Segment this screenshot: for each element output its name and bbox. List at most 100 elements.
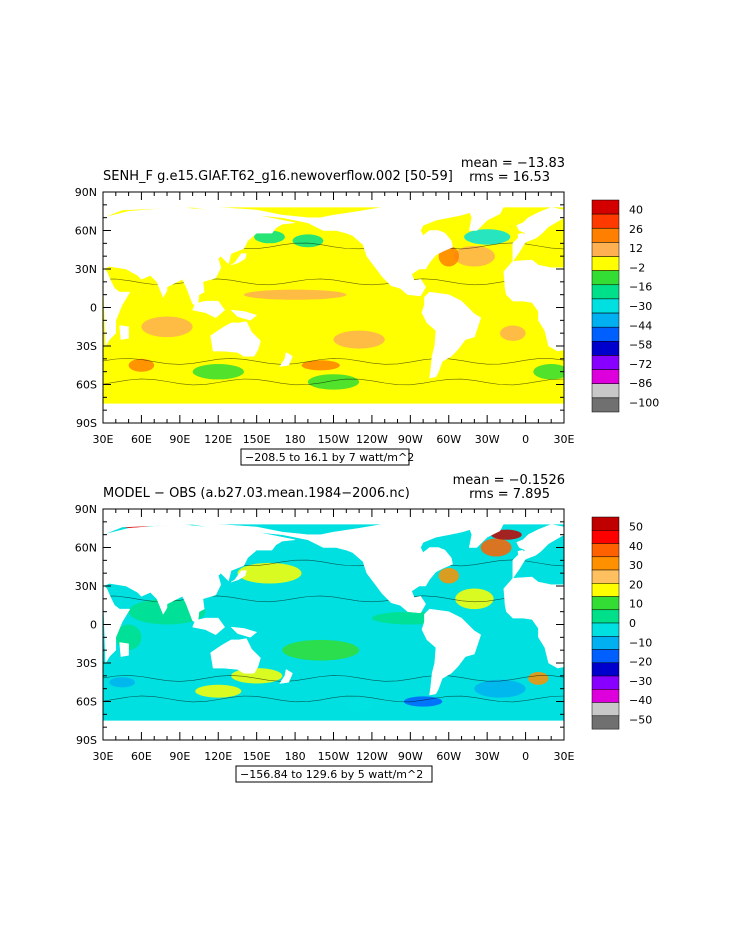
rms-stat: rms = 16.53	[469, 170, 550, 185]
ocean-field-top	[103, 207, 564, 404]
colorbar-swatch-bottom-10	[591, 649, 620, 664]
colorbar-swatch-top-6	[591, 284, 620, 300]
land-mass-bottom-1	[102, 517, 489, 614]
colorbar-swatch-bottom-9	[591, 636, 620, 650]
colorbar-label: 40	[629, 204, 643, 217]
land-mass-top-2	[102, 267, 131, 347]
anomaly-patch-top-16	[128, 358, 155, 372]
colorbar-label: 30	[629, 559, 643, 572]
colorbar-swatch-bottom-15	[591, 715, 620, 730]
anomaly-patch-top-8	[464, 229, 511, 245]
colorbar-swatch-top-5	[591, 270, 620, 286]
colorbar-swatch-top-8	[591, 312, 620, 328]
anomaly-patch-bottom-8	[403, 696, 443, 707]
x-tick-label: 30E	[554, 750, 575, 763]
range-note-box-bottom	[235, 765, 433, 783]
land-mass-top-13	[119, 325, 129, 340]
colorbar-label: −100	[629, 396, 659, 409]
x-tick-label: 150E	[243, 750, 271, 763]
colorbar-swatch-bottom-7	[591, 609, 620, 624]
y-tick-label: 90S	[76, 734, 97, 747]
colorbar-swatch-top-4	[591, 256, 620, 271]
land-mass-bottom-3	[102, 524, 296, 624]
colorbar-swatch-top-3	[591, 242, 620, 257]
colorbar-swatch-bottom-1	[591, 530, 620, 544]
colorbar-swatch-top-0	[591, 199, 620, 215]
colorbar-swatch-bottom-0	[591, 516, 620, 531]
colorbar-swatch-top-7	[591, 298, 620, 314]
ocean-field-bottom	[103, 524, 564, 721]
colorbar-label: −72	[629, 358, 652, 371]
anomaly-patch-bottom-0	[480, 538, 512, 557]
colorbar-swatch-bottom-5	[591, 583, 620, 597]
anomaly-patch-bottom-12	[128, 598, 206, 625]
y-tick-label: 30S	[76, 657, 97, 670]
land-mass-bottom-10	[230, 570, 247, 583]
land-mass-bottom-12	[279, 669, 293, 684]
land-mass-bottom-0	[512, 524, 565, 580]
heatmap-bottom: MODEL − OBS (a.b27.03.mean.1984−2006.nc)…	[75, 473, 652, 783]
anomaly-patch-top-2	[243, 370, 296, 386]
land-mass-top-6	[210, 321, 261, 357]
anomaly-patch-bottom-1	[491, 529, 522, 540]
mean-stat: mean = −13.83	[461, 156, 565, 171]
land-mass-top-11	[517, 232, 524, 244]
anomaly-patch-bottom-15	[237, 562, 302, 584]
x-tick-label: 150E	[243, 433, 271, 446]
panel-top: SENH_F g.e15.GIAF.T62_g16.newoverflow.00…	[0, 150, 733, 480]
y-tick-label: 90S	[76, 417, 97, 430]
anomaly-patch-bottom-11	[282, 639, 360, 661]
y-tick-label: 90N	[75, 503, 97, 516]
anomaly-patch-top-17	[301, 360, 340, 371]
x-tick-label: 30E	[93, 433, 114, 446]
colorbar-swatch-top-1	[591, 213, 620, 229]
y-tick-label: 90N	[75, 186, 97, 199]
anomaly-patch-top-7	[453, 245, 495, 267]
range-note: −208.5 to 16.1 by 7 watt/m^2	[245, 451, 414, 464]
land-mass-bottom-11	[517, 549, 524, 561]
colorbar-swatch-top-9	[591, 326, 620, 342]
contour-line-top-0	[103, 378, 564, 386]
x-tick-label: 30E	[554, 433, 575, 446]
colorbar-swatch-top-2	[591, 228, 620, 243]
colorbar-swatch-top-11	[591, 355, 620, 370]
x-tick-label: 150W	[318, 433, 350, 446]
x-tick-label: 90E	[169, 433, 190, 446]
range-note: −156.84 to 129.6 by 5 watt/m^2	[240, 768, 423, 781]
anomaly-patch-bottom-14	[455, 588, 494, 610]
colorbar-label: −86	[629, 377, 652, 390]
colorbar-label: −16	[629, 281, 652, 294]
colorbar-label: −58	[629, 339, 652, 352]
x-tick-label: 60E	[131, 433, 152, 446]
land-mass-bottom-4	[421, 608, 482, 696]
x-tick-label: 60W	[436, 750, 461, 763]
y-tick-label: 60N	[75, 542, 97, 555]
anomaly-patch-bottom-6	[346, 698, 372, 712]
land-mass-top-8	[192, 300, 226, 319]
y-tick-label: 60S	[76, 696, 97, 709]
colorbar-swatch-bottom-4	[591, 569, 620, 584]
x-tick-label: 0	[522, 750, 529, 763]
colorbar-label: −10	[629, 636, 652, 649]
y-tick-label: 60N	[75, 225, 97, 238]
x-tick-label: 0	[522, 433, 529, 446]
colorbar-swatch-top-14	[591, 397, 620, 413]
x-tick-label: 180	[285, 433, 306, 446]
colorbar-label: −2	[629, 262, 645, 275]
x-tick-label: 150W	[318, 750, 350, 763]
land-mass-bottom-9	[230, 626, 258, 638]
colorbar-label: 12	[629, 242, 643, 255]
colorbar-swatch-bottom-2	[591, 543, 620, 558]
colorbar-label: −30	[629, 675, 652, 688]
land-mass-bottom-6	[210, 638, 261, 674]
land-mass-top-9	[230, 309, 258, 321]
anomaly-patch-top-14	[254, 230, 285, 244]
contour-line-bottom-0	[103, 695, 564, 703]
land-mass-top-1	[102, 200, 489, 297]
anomaly-patch-top-11	[333, 330, 385, 349]
colorbar-swatch-bottom-14	[591, 702, 620, 717]
x-tick-label: 180	[285, 750, 306, 763]
land-mass-bottom-8	[192, 617, 226, 636]
contour-line-bottom-1	[103, 675, 564, 682]
colorbar-swatch-bottom-12	[591, 675, 620, 690]
